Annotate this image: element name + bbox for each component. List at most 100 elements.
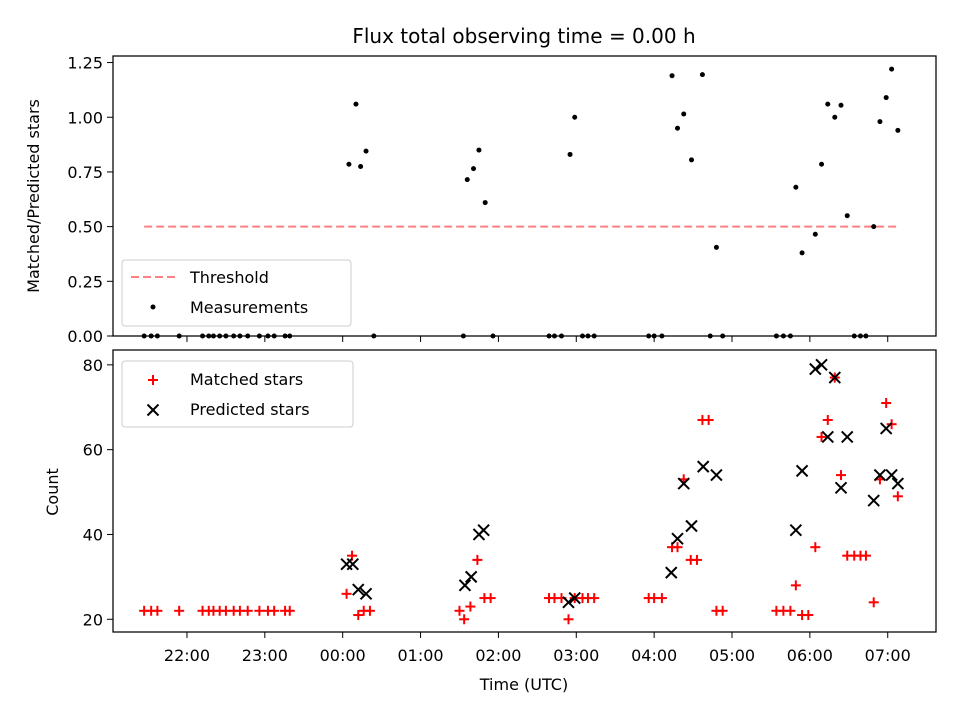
matched-point — [242, 605, 253, 616]
matched-point — [810, 542, 821, 553]
matched-point — [836, 470, 847, 481]
legend-predicted-label: Predicted stars — [190, 400, 310, 419]
measurement-point — [256, 333, 262, 339]
measurement-point — [819, 161, 825, 167]
ratio-y-tick-label: 0.75 — [67, 163, 103, 182]
matched-point — [703, 414, 714, 425]
x-tick-label: 06:00 — [787, 646, 833, 665]
legend-matched-label: Matched stars — [190, 370, 303, 389]
measurement-point — [490, 333, 496, 339]
matched-point — [353, 610, 364, 621]
measurement-point — [857, 333, 863, 339]
measurement-point — [154, 333, 160, 339]
measurement-point — [780, 333, 786, 339]
measurement-point — [659, 333, 665, 339]
predicted-point — [821, 430, 834, 444]
predicted-point — [885, 468, 898, 482]
predicted-point — [458, 579, 472, 592]
predicted-point — [359, 587, 373, 601]
predicted-point — [352, 583, 365, 596]
predicted-point — [685, 519, 698, 533]
ratio-y-tick-label: 1.25 — [67, 54, 103, 73]
measurement-point — [787, 333, 793, 339]
count-x-axis: 22:00 23:00 00:00 01:00 02:00 03:00 04:00 05:00… — [164, 632, 911, 665]
matched-point — [284, 605, 295, 616]
matched-point — [881, 398, 892, 409]
predicted-point — [562, 596, 575, 609]
measurement-point — [863, 333, 869, 339]
matched-point — [589, 593, 600, 604]
ratio-y-tick-label: 0.50 — [67, 218, 103, 237]
measurement-point — [223, 333, 229, 339]
x-tick-label: 01:00 — [397, 646, 443, 665]
predicted-point — [795, 464, 809, 478]
measurement-point — [699, 72, 705, 78]
predicted-point — [815, 358, 828, 372]
predicted-point — [879, 422, 893, 435]
matched-point — [860, 550, 871, 561]
measurement-point — [720, 333, 726, 339]
ratio-panel: 0.00 0.25 0.50 0.75 1.00 1.25 Matched/Predict… — [24, 54, 937, 346]
measurement-point — [200, 333, 206, 339]
measurements-series — [141, 66, 901, 339]
measurement-point — [844, 213, 850, 219]
measurement-point — [832, 114, 838, 120]
matched-point — [790, 580, 801, 591]
measurement-point — [265, 333, 271, 339]
ratio-x-axis — [186, 336, 889, 342]
matched-point — [174, 605, 185, 616]
measurement-point — [176, 333, 182, 339]
matched-point — [785, 605, 796, 616]
x-tick-label: 03:00 — [553, 646, 599, 665]
legend-predicted-marker — [146, 403, 160, 417]
measurement-point — [889, 66, 895, 72]
measurement-point — [346, 161, 352, 167]
matched-point — [892, 491, 903, 502]
x-tick-label: 22:00 — [164, 646, 210, 665]
measurement-point — [580, 333, 586, 339]
ratio-panel-frame — [112, 55, 937, 337]
matched-point — [465, 601, 476, 612]
count-y-label: Count — [43, 468, 62, 516]
chart-title: Flux total observing time = 0.00 h — [352, 24, 695, 48]
measurement-point — [237, 333, 243, 339]
x-tick-label: 07:00 — [865, 646, 911, 665]
measurement-point — [363, 148, 369, 154]
predicted-point — [671, 532, 684, 545]
predicted-point — [834, 481, 848, 495]
measurement-point — [231, 333, 237, 339]
legend-measurements-label: Measurements — [190, 298, 308, 317]
legend-matched-plus — [148, 375, 158, 385]
matched-point — [472, 554, 483, 565]
measurement-point — [471, 166, 477, 172]
measurement-point — [838, 102, 844, 108]
matched-point — [717, 605, 728, 616]
measurement-point — [482, 200, 488, 206]
count-y-tick-label: 40 — [83, 525, 103, 544]
measurement-point — [651, 333, 657, 339]
measurement-point — [551, 333, 557, 339]
measurement-point — [812, 231, 818, 237]
matched-point — [341, 588, 352, 599]
predicted-point — [696, 460, 710, 473]
count-y-axis: 20 40 60 80 — [83, 356, 113, 629]
count-legend-frame — [121, 360, 354, 428]
count-y-tick-label: 80 — [83, 356, 103, 375]
measurement-point — [271, 333, 277, 339]
matched-point — [822, 414, 833, 425]
measurement-point — [287, 333, 293, 339]
measurement-point — [681, 111, 687, 117]
measurement-point — [707, 333, 713, 339]
matched-point — [459, 614, 470, 625]
measurement-point — [851, 333, 857, 339]
matched-point — [691, 554, 702, 565]
predicted-point — [477, 524, 490, 537]
measurement-point — [141, 333, 147, 339]
x-tick-label: 05:00 — [709, 646, 755, 665]
measurement-point — [689, 157, 695, 163]
predicted-point — [710, 468, 723, 482]
measurement-point — [476, 147, 482, 153]
measurement-point — [567, 151, 573, 157]
count-x-label: Time (UTC) — [479, 675, 568, 694]
